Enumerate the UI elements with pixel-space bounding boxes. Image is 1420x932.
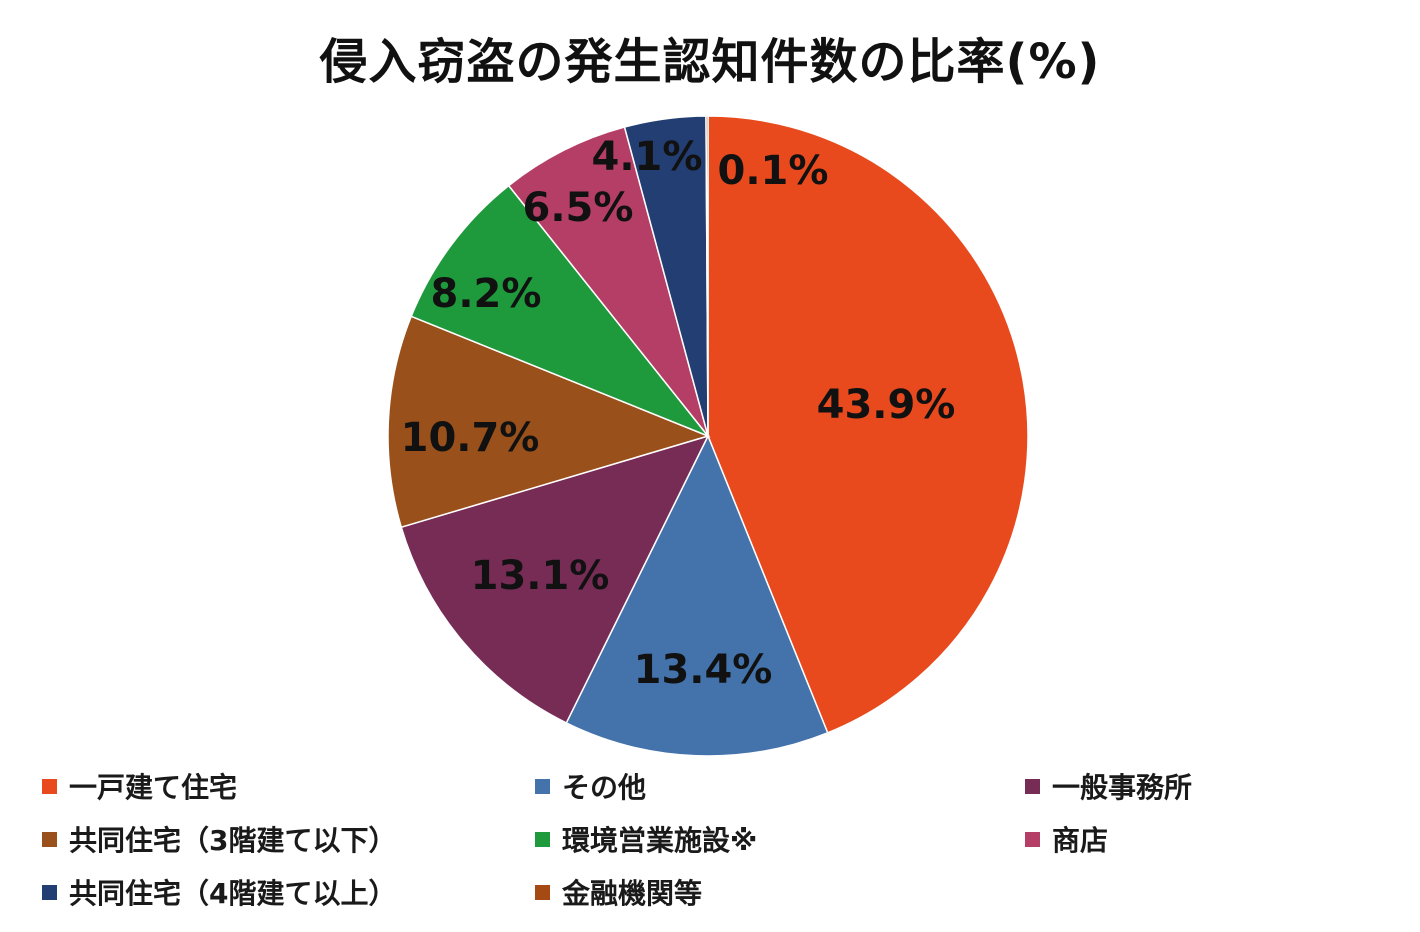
pie-slice — [707, 115, 1029, 734]
slice-data-label: 13.1% — [471, 553, 610, 599]
slice-data-label: 43.9% — [817, 382, 956, 428]
slice-data-label: 10.7% — [401, 415, 540, 461]
pie-slice — [387, 315, 711, 529]
slice-data-label: 0.1% — [718, 148, 829, 194]
slice-data-label: 13.4% — [634, 647, 773, 693]
pie-slice — [400, 434, 710, 724]
pie-slice — [705, 115, 709, 437]
pie-slice — [410, 184, 711, 438]
slice-data-label: 4.1% — [592, 134, 703, 180]
pie-slice — [565, 434, 829, 757]
pie-slice — [507, 126, 709, 437]
slice-data-label: 8.2% — [431, 271, 542, 317]
chart-title: 侵入窃盗の発生認知件数の比率(%) — [319, 34, 1101, 90]
slice-data-label: 6.5% — [523, 185, 634, 231]
